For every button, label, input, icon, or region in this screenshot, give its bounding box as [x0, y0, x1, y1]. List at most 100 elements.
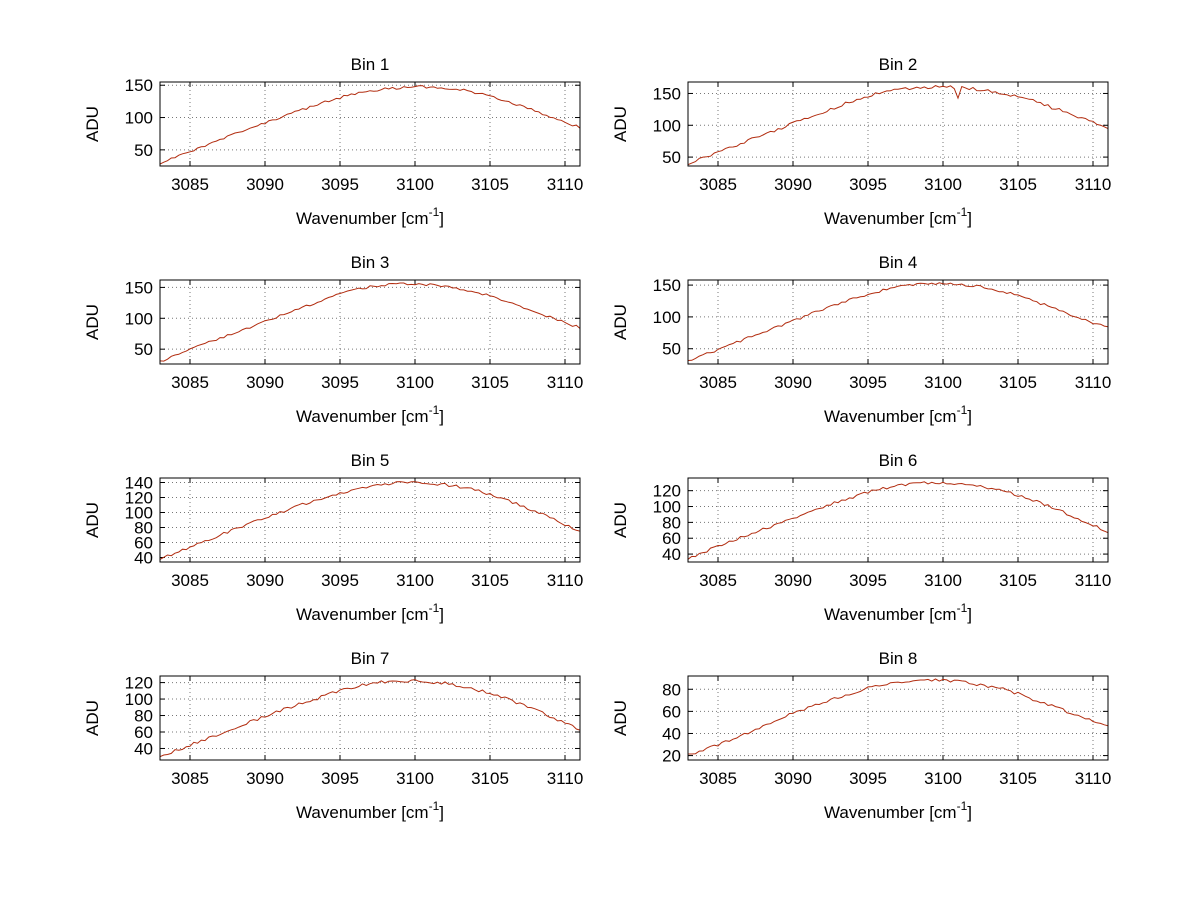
y-tick-label: 60 — [662, 529, 681, 548]
x-tick-label: 3105 — [999, 769, 1037, 788]
subplot-bin-7: Bin 7 ADU 3085 3090 3095 3100 3105 3110 40 60 80 10… — [82, 644, 602, 836]
y-tick-label: 150 — [125, 76, 153, 95]
y-axis-label: ADU — [611, 304, 630, 340]
x-tick-label: 3110 — [547, 373, 584, 392]
y-tick-label: 50 — [662, 148, 681, 167]
y-tick-label: 100 — [125, 309, 153, 328]
x-axis-label: Wavenumber [cm-1] — [824, 601, 972, 624]
y-tick-label: 20 — [662, 747, 681, 766]
x-tick-label: 3095 — [321, 769, 359, 788]
spectrum-line — [160, 282, 580, 362]
plot-title: Bin 3 — [351, 253, 390, 272]
x-tick-label: 3095 — [849, 373, 887, 392]
x-tick-label: 3105 — [999, 571, 1037, 590]
subplot-bin-5: Bin 5 ADU 3085 3090 3095 3100 3105 3110 40 60 80 10… — [82, 446, 602, 638]
axes-box — [687, 477, 1109, 563]
y-tick-label: 50 — [134, 141, 153, 160]
y-tick-label: 80 — [134, 707, 153, 726]
y-tick-label: 40 — [662, 724, 681, 743]
x-tick-label: 3085 — [699, 175, 737, 194]
subplot-bin-1: Bin 1 ADU 3085 3090 3095 3100 3105 3110 50 100 150… — [82, 50, 602, 242]
y-tick-label: 120 — [653, 482, 681, 501]
axes-box — [159, 675, 581, 761]
y-tick-label: 120 — [125, 489, 153, 508]
spectrum-line — [160, 85, 580, 165]
x-tick-label: 3090 — [774, 769, 812, 788]
x-axis-label: Wavenumber [cm-1] — [824, 205, 972, 228]
x-axis-label: Wavenumber [cm-1] — [296, 205, 444, 228]
spectrum-line — [160, 679, 580, 758]
x-tick-label: 3105 — [471, 373, 509, 392]
y-tick-label: 40 — [134, 739, 153, 758]
x-tick-label: 3085 — [699, 373, 737, 392]
x-tick-label: 3110 — [547, 571, 584, 590]
axes-box — [159, 477, 581, 563]
x-tick-label: 3110 — [1075, 373, 1112, 392]
x-tick-label: 3090 — [246, 175, 284, 194]
plot-svg-bin-3: Bin 3 ADU 3085 3090 3095 3100 3105 3110 50 100 150… — [83, 253, 584, 426]
y-axis-label: ADU — [83, 502, 102, 538]
plot-svg-bin-5: Bin 5 ADU 3085 3090 3095 3100 3105 3110 40608010… — [83, 451, 584, 624]
y-axis-label: ADU — [83, 304, 102, 340]
x-tick-label: 3110 — [1075, 769, 1112, 788]
x-axis-label: Wavenumber [cm-1] — [296, 601, 444, 624]
y-tick-label: 140 — [125, 474, 153, 493]
x-tick-label: 3110 — [1075, 571, 1112, 590]
x-tick-label: 3100 — [396, 175, 434, 194]
x-tick-label: 3105 — [471, 175, 509, 194]
x-tick-label: 3085 — [699, 571, 737, 590]
spectrum-line — [688, 282, 1108, 361]
subplot-bin-6: Bin 6 ADU 3085 3090 3095 3100 3105 3110 40 60 80 10… — [610, 446, 1130, 638]
x-axis-label: Wavenumber [cm-1] — [296, 403, 444, 426]
y-axis-label: ADU — [611, 502, 630, 538]
subplot-bin-2: Bin 2 ADU 3085 3090 3095 3100 3105 3110 50 100 150… — [610, 50, 1130, 242]
x-tick-label: 3100 — [396, 769, 434, 788]
axes-box — [687, 279, 1109, 365]
y-tick-label: 100 — [125, 109, 153, 128]
y-tick-label: 120 — [125, 674, 153, 693]
y-tick-label: 80 — [662, 680, 681, 699]
x-tick-label: 3095 — [849, 175, 887, 194]
subplot-bin-8: Bin 8 ADU 3085 3090 3095 3100 3105 3110 20 40 60 80… — [610, 644, 1130, 836]
subplot-bin-3: Bin 3 ADU 3085 3090 3095 3100 3105 3110 50 100 150… — [82, 248, 602, 440]
plot-svg-bin-6: Bin 6 ADU 3085 3090 3095 3100 3105 3110 40608010… — [611, 451, 1112, 624]
y-tick-label: 80 — [134, 519, 153, 538]
x-tick-label: 3095 — [321, 373, 359, 392]
x-tick-label: 3085 — [171, 571, 209, 590]
spectrum-line — [688, 481, 1108, 560]
plot-svg-bin-7: Bin 7 ADU 3085 3090 3095 3100 3105 3110 40608010… — [83, 649, 584, 822]
axes-box — [687, 675, 1109, 761]
x-tick-label: 3100 — [924, 373, 962, 392]
x-tick-label: 3090 — [774, 175, 812, 194]
y-tick-label: 150 — [125, 278, 153, 297]
y-tick-label: 100 — [125, 690, 153, 709]
x-tick-label: 3090 — [774, 373, 812, 392]
plot-title: Bin 8 — [879, 649, 918, 668]
y-tick-label: 60 — [134, 723, 153, 742]
y-tick-label: 100 — [653, 498, 681, 517]
x-tick-label: 3095 — [321, 175, 359, 194]
plot-svg-bin-1: Bin 1 ADU 3085 3090 3095 3100 3105 3110 50 100 150… — [83, 55, 583, 228]
plot-title: Bin 5 — [351, 451, 390, 470]
x-tick-label: 3100 — [924, 175, 962, 194]
x-tick-label: 3110 — [547, 769, 584, 788]
spectrum-line — [688, 85, 1108, 166]
y-tick-label: 100 — [125, 504, 153, 523]
x-tick-label: 3090 — [774, 571, 812, 590]
y-tick-label: 60 — [662, 702, 681, 721]
plot-title: Bin 1 — [351, 55, 390, 74]
x-tick-label: 3090 — [246, 571, 284, 590]
axes-box — [687, 81, 1109, 167]
x-tick-label: 3100 — [924, 769, 962, 788]
plot-svg-bin-4: Bin 4 ADU 3085 3090 3095 3100 3105 3110 50 100 150… — [611, 253, 1112, 426]
x-tick-label: 3105 — [999, 373, 1037, 392]
x-tick-label: 3110 — [1075, 175, 1112, 194]
y-tick-label: 50 — [134, 340, 153, 359]
x-tick-label: 3095 — [849, 769, 887, 788]
plot-title: Bin 4 — [879, 253, 918, 272]
spectrum-line — [688, 678, 1108, 755]
y-axis-label: ADU — [611, 700, 630, 736]
x-axis-label: Wavenumber [cm-1] — [824, 403, 972, 426]
x-tick-label: 3095 — [321, 571, 359, 590]
